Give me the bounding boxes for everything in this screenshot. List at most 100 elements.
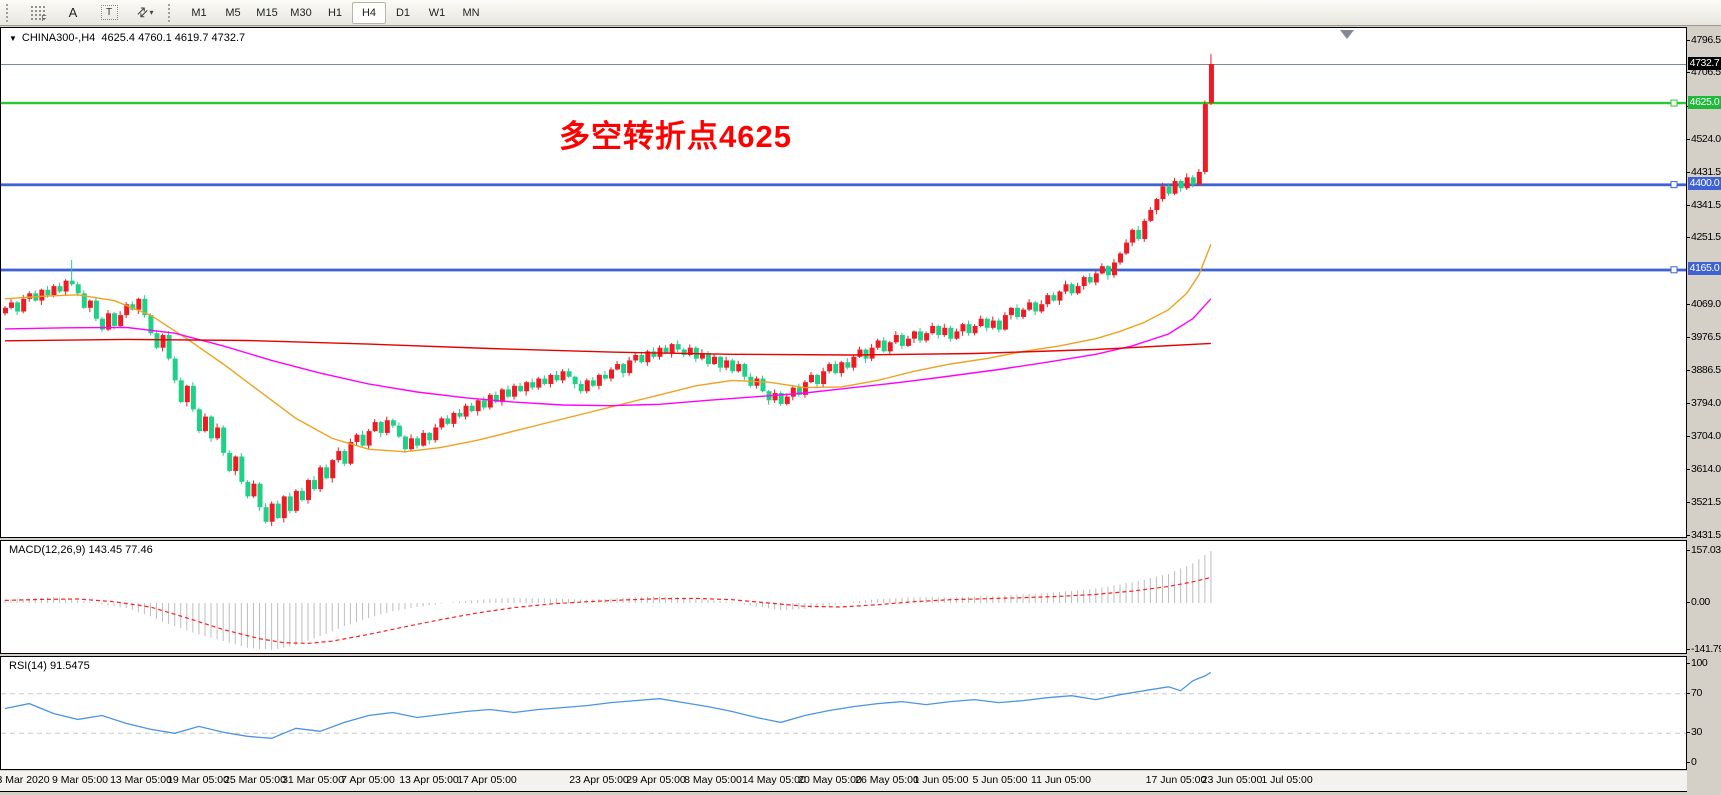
text-box-icon: T — [100, 5, 118, 20]
candle-body — [112, 313, 118, 326]
ma-fast-line — [4, 244, 1212, 453]
candle-body — [245, 481, 251, 497]
candle-body — [1196, 171, 1202, 185]
candles-layer — [3, 54, 1214, 527]
time-label: 11 Jun 05:00 — [1031, 774, 1091, 786]
toolbar-grip[interactable] — [168, 3, 176, 22]
text-box-button[interactable]: T — [92, 2, 126, 24]
candle-body — [1075, 286, 1081, 294]
candle-body — [324, 467, 330, 479]
candle-body — [1081, 277, 1087, 287]
candle-body — [251, 483, 257, 497]
candle-body — [1202, 104, 1208, 172]
timeframe-button-m5[interactable]: M5 — [225, 6, 241, 19]
candle-body — [802, 382, 808, 395]
macd-tick-0: 0.00 — [1687, 596, 1710, 608]
timeframe-button-m30[interactable]: M30 — [290, 6, 312, 19]
candle-body — [336, 451, 342, 461]
candle-body — [918, 331, 924, 341]
time-label: 8 May 05:00 — [684, 774, 742, 786]
candle-body — [481, 400, 487, 408]
candle-body — [57, 286, 63, 292]
candle-body — [808, 374, 814, 383]
candle-body — [130, 304, 136, 310]
candle-body — [3, 307, 8, 314]
candle-body — [554, 374, 560, 381]
price-tick-4431.5: 4431.5 — [1687, 166, 1721, 178]
time-label: 25 Mar 05:00 — [224, 774, 286, 786]
time-label: 20 May 05:00 — [798, 774, 862, 786]
candle-body — [863, 349, 869, 359]
candle-body — [21, 298, 27, 312]
candle-body — [451, 412, 457, 424]
price-tick-3704: 3704.0 — [1687, 430, 1721, 442]
price-axis[interactable]: 4796.54706.54614.04524.04431.54341.54251… — [1687, 27, 1721, 771]
timeframe-button-h1[interactable]: H1 — [327, 6, 343, 19]
chart-shift-marker-icon[interactable] — [1340, 30, 1354, 39]
time-label: 26 May 05:00 — [855, 774, 919, 786]
time-label: 17 Apr 05:00 — [457, 774, 517, 786]
candle-body — [887, 342, 893, 352]
candle-body — [833, 364, 839, 374]
candle-body — [287, 496, 293, 511]
candle-body — [875, 340, 881, 348]
candle-body — [905, 338, 911, 346]
timeframe-button-h4[interactable]: H4 — [352, 1, 386, 24]
chart-title: ▼ CHINA300-,H4 4625.4 4760.1 4619.7 4732.… — [9, 32, 246, 44]
rsi-panel[interactable]: RSI(14) 91.5475 — [0, 656, 1687, 770]
indicator-list-button[interactable]: F — [20, 2, 54, 24]
candle-body — [275, 503, 281, 519]
candle-body — [196, 409, 202, 432]
price-chart-panel[interactable]: ▼ CHINA300-,H4 4625.4 4760.1 4619.7 4732.… — [0, 27, 1687, 538]
time-label: 29 Apr 05:00 — [626, 774, 686, 786]
price-tick-4069: 4069.0 — [1687, 298, 1721, 310]
candle-body — [172, 358, 178, 381]
candle-body — [1015, 307, 1021, 317]
candle-body — [639, 354, 645, 363]
candle-body — [81, 293, 87, 308]
timeframe-button-mn[interactable]: MN — [462, 6, 480, 19]
candle-body — [178, 380, 184, 403]
candle-body — [590, 380, 596, 386]
candle-body — [239, 456, 245, 482]
candle-body — [839, 362, 845, 374]
candle-body — [572, 376, 578, 384]
text-label-icon: A — [68, 5, 78, 20]
candle-body — [972, 325, 978, 334]
time-axis[interactable]: 3 Mar 2020 9 Mar 05:00 13 Mar 05:00 19 Mar … — [0, 771, 1687, 792]
candle-body — [930, 325, 936, 334]
candle-body — [1118, 253, 1124, 263]
timeframe-button-d1[interactable]: D1 — [395, 6, 411, 19]
candle-body — [1124, 242, 1130, 254]
text-label-button[interactable]: A — [56, 2, 90, 24]
candle-body — [1051, 295, 1057, 301]
price-chart-canvas — [1, 54, 1686, 527]
candle-body — [27, 293, 33, 299]
timeframe-button-m1[interactable]: M1 — [191, 6, 207, 19]
time-label: 1 Jun 05:00 — [913, 774, 969, 786]
candle-body — [427, 432, 433, 441]
cursor-mode-button[interactable]: ⇅ ▾ — [128, 2, 162, 24]
annotation-text: 多空转折点4625 — [559, 119, 792, 154]
candle-body — [778, 393, 784, 404]
candle-body — [227, 452, 233, 471]
candle-body — [869, 347, 875, 359]
candle-body — [712, 356, 718, 365]
toolbar-grip[interactable] — [6, 3, 14, 22]
candle-body — [542, 378, 548, 384]
timeframe-button-w1[interactable]: W1 — [428, 6, 446, 19]
timeframe-button-m15[interactable]: M15 — [256, 6, 278, 19]
candle-body — [366, 431, 372, 446]
level-badge-4625.0: 4625.0 — [1688, 95, 1721, 109]
candle-body — [63, 280, 69, 292]
candle-body — [881, 340, 887, 352]
candle-body — [499, 389, 505, 403]
candle-body — [402, 436, 408, 450]
candle-body — [954, 331, 960, 339]
rsi-tick-30: 30 — [1687, 726, 1702, 738]
candle-body — [687, 347, 693, 355]
hline-handle-4165.0 — [1670, 266, 1678, 274]
candle-body — [512, 385, 518, 397]
macd-panel[interactable]: MACD(12,26,9) 143.45 77.46 — [0, 540, 1687, 654]
time-label: 3 Mar 2020 — [0, 774, 50, 786]
